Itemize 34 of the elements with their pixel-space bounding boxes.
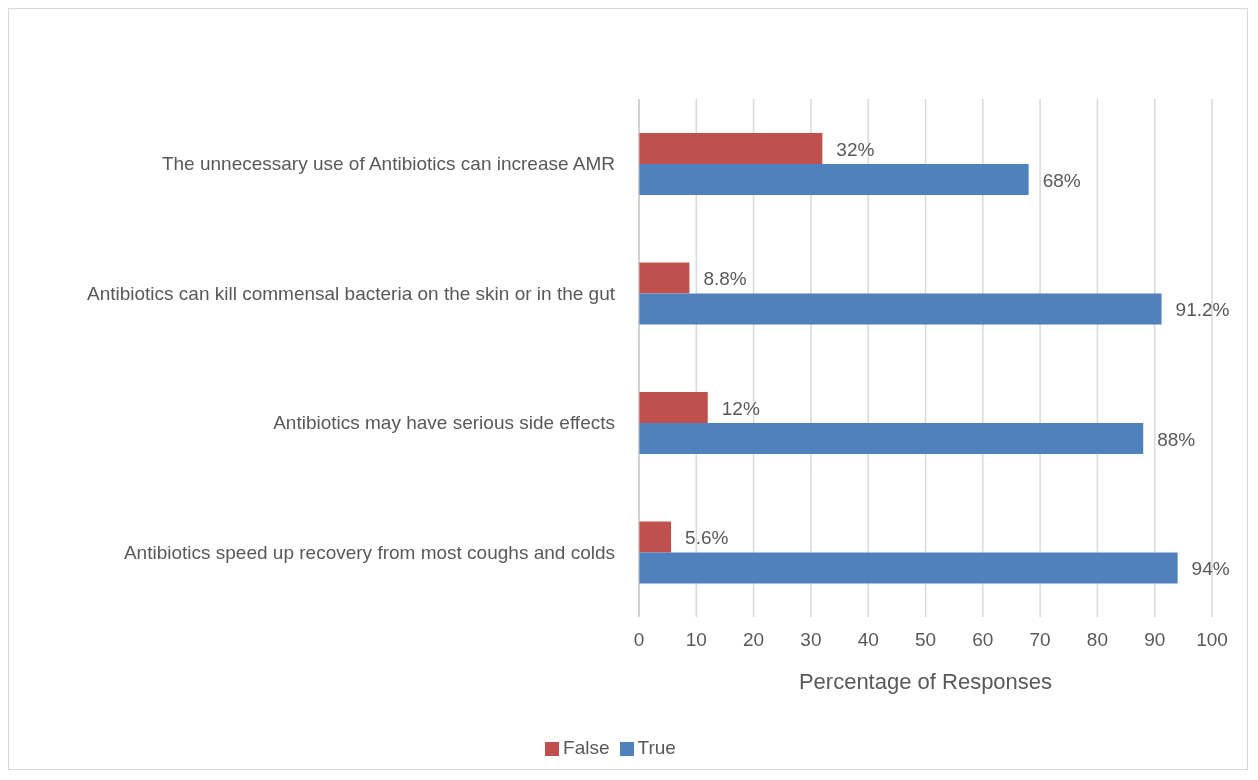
legend-label: True (637, 737, 676, 758)
x-tick-label: 0 (633, 629, 645, 651)
x-tick-label: 100 (1196, 629, 1228, 651)
x-tick-label: 20 (743, 629, 765, 651)
bar (639, 262, 690, 294)
x-tick-label: 70 (1029, 629, 1051, 651)
x-tick-label: 30 (800, 629, 822, 651)
data-label: 32% (836, 138, 875, 160)
x-axis-title: Percentage of Responses (798, 669, 1053, 694)
data-label: 88% (1157, 428, 1196, 450)
data-label: 91.2% (1175, 299, 1230, 320)
bar (639, 423, 1144, 454)
legend-label: False (563, 737, 610, 758)
y-tick-label: Antibiotics can kill commensal bacteria on the skin or in the gut (86, 282, 616, 304)
x-tick-label: 80 (1086, 629, 1108, 651)
y-tick-label: The unnecessary use of Antibiotics can increase AMR (161, 153, 615, 175)
y-tick-label: Antibiotics may have serious side effects (273, 412, 615, 434)
x-tick-label: 10 (685, 629, 707, 651)
bar (639, 392, 708, 423)
x-tick-label: 50 (914, 629, 937, 651)
data-label: 12% (721, 397, 760, 419)
bar (639, 293, 1162, 325)
bar (639, 133, 823, 164)
bar (639, 521, 672, 553)
data-label: 94% (1191, 558, 1230, 579)
data-label: 5.6% (685, 527, 729, 548)
x-tick-label: 60 (972, 629, 994, 651)
x-tick-label: 40 (857, 629, 879, 651)
bar (639, 552, 1178, 584)
data-label: 68% (1042, 169, 1081, 191)
y-tick-label: Antibiotics speed up recovery from most coughs and colds (123, 541, 615, 563)
x-tick-label: 90 (1144, 629, 1166, 651)
bar (639, 164, 1029, 195)
data-label: 8.8% (703, 268, 747, 289)
